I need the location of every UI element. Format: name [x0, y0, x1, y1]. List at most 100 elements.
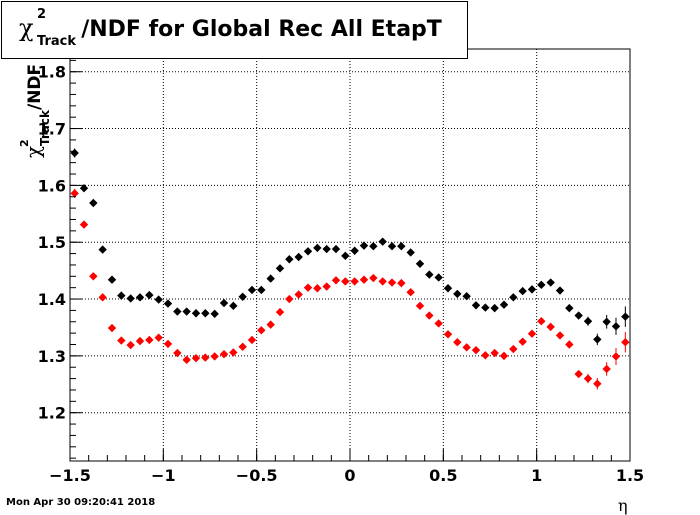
- y-tick-label: 1.5: [38, 233, 66, 252]
- data-point-series-2: [341, 277, 350, 286]
- data-point-series-2: [509, 344, 518, 354]
- data-point-series-2: [593, 379, 602, 388]
- data-point-series-1: [415, 259, 425, 269]
- y-tick-label: 1.4: [38, 290, 66, 309]
- data-point-series-2: [173, 348, 182, 358]
- data-point-series-1: [313, 243, 322, 253]
- data-point-series-2: [70, 189, 79, 198]
- data-point-series-1: [135, 293, 145, 302]
- data-point-series-1: [126, 294, 135, 303]
- data-point-series-2: [98, 293, 107, 302]
- data-point-series-2: [443, 330, 453, 339]
- data-point-series-1: [238, 292, 247, 301]
- timestamp: Mon Apr 30 09:20:41 2018: [6, 497, 156, 508]
- data-point-series-1: [201, 309, 210, 318]
- data-point-series-2: [518, 337, 527, 346]
- data-point-series-2: [135, 336, 145, 346]
- data-point-series-2: [191, 353, 201, 363]
- data-point-series-2: [499, 351, 509, 361]
- x-axis-label: η: [618, 496, 628, 515]
- data-point-series-1: [527, 285, 537, 294]
- data-point-series-2: [154, 333, 163, 342]
- data-point-series-2: [79, 220, 89, 229]
- data-point-series-1: [229, 301, 238, 311]
- data-point-series-1: [173, 307, 182, 316]
- y-tick-label: 1.2: [38, 404, 66, 423]
- data-point-series-2: [546, 322, 555, 332]
- data-point-series-1: [443, 284, 453, 293]
- data-point-series-1: [70, 148, 79, 158]
- data-point-series-2: [238, 342, 247, 351]
- data-point-series-1: [518, 286, 527, 296]
- data-point-series-1: [574, 311, 583, 320]
- data-point-series-2: [126, 340, 135, 350]
- data-points: [70, 148, 630, 388]
- data-point-series-2: [294, 290, 303, 299]
- data-point-series-2: [359, 275, 369, 284]
- data-point-series-2: [117, 336, 126, 345]
- title-chi-symbol: χ: [19, 14, 34, 42]
- data-point-series-1: [378, 237, 387, 246]
- data-point-series-1: [387, 241, 397, 251]
- data-point-series-1: [350, 246, 359, 255]
- data-point-series-1: [266, 274, 275, 283]
- data-point-series-2: [266, 320, 275, 329]
- data-point-series-1: [163, 299, 173, 308]
- x-tick-labels: −1.5 −1 −0.5 0 0.5 1 1.5: [49, 466, 644, 485]
- data-point-series-1: [406, 248, 415, 257]
- title-superscript: 2: [37, 7, 47, 22]
- data-point-series-2: [415, 301, 425, 311]
- y-tick-label: 1.6: [38, 176, 66, 195]
- data-point-series-1: [593, 335, 602, 344]
- data-point-series-2: [611, 352, 621, 361]
- data-point-series-2: [565, 340, 574, 349]
- data-point-series-2: [602, 364, 611, 374]
- data-point-series-1: [79, 184, 89, 193]
- data-point-series-1: [89, 198, 98, 208]
- y-axis-label: χ 2 Track /NDF: [18, 64, 52, 158]
- data-point-series-2: [89, 272, 98, 281]
- data-point-series-1: [107, 275, 117, 284]
- data-point-series-2: [275, 307, 285, 317]
- data-point-series-1: [369, 241, 378, 251]
- data-point-series-1: [210, 309, 219, 319]
- data-point-series-2: [481, 351, 490, 360]
- y-axis-label-text: /NDF: [25, 64, 45, 110]
- data-point-series-2: [434, 319, 443, 328]
- data-point-series-2: [210, 352, 219, 361]
- data-point-series-2: [621, 338, 630, 347]
- data-point-series-2: [527, 329, 537, 338]
- data-point-series-1: [397, 241, 406, 251]
- data-point-series-2: [285, 294, 294, 304]
- data-point-series-2: [201, 353, 210, 362]
- data-point-series-2: [257, 326, 266, 335]
- data-point-series-1: [247, 285, 257, 295]
- data-point-series-2: [219, 349, 229, 359]
- data-point-series-1: [611, 322, 621, 331]
- data-point-series-2: [555, 331, 565, 340]
- title-text: /NDF for Global Rec All EtapT: [81, 17, 442, 42]
- data-point-series-1: [275, 264, 285, 273]
- data-point-series-1: [331, 244, 341, 254]
- data-point-series-1: [182, 307, 191, 316]
- data-point-series-1: [490, 303, 499, 313]
- data-point-series-1: [565, 303, 574, 313]
- x-tick-label: −1.5: [49, 466, 91, 485]
- y-axis-superscript: 2: [18, 139, 31, 147]
- data-point-series-1: [285, 255, 294, 264]
- data-point-series-1: [602, 317, 611, 326]
- data-point-series-1: [294, 252, 303, 262]
- data-point-series-2: [331, 276, 341, 285]
- data-point-series-2: [537, 317, 546, 326]
- data-point-series-2: [406, 288, 415, 297]
- data-point-series-1: [154, 295, 163, 304]
- data-point-series-2: [247, 335, 257, 345]
- data-point-series-1: [583, 317, 593, 326]
- data-point-series-2: [397, 278, 406, 288]
- data-point-series-1: [555, 286, 565, 295]
- data-point-series-2: [229, 348, 238, 357]
- data-point-series-1: [341, 251, 350, 261]
- y-tick-label: 1.3: [38, 347, 66, 366]
- data-point-series-2: [350, 277, 359, 286]
